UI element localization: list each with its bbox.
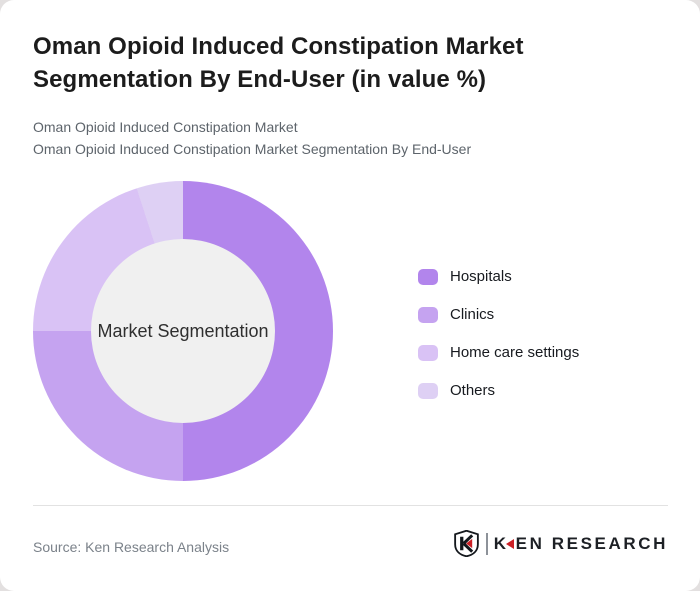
donut-center: Market Segmentation [91,239,275,423]
legend-swatch-hospitals [418,268,438,285]
legend-item-clinics: Clinics [418,306,579,323]
logo-separator [485,532,488,555]
legend-label-hospitals: Hospitals [450,268,512,285]
subtitle-line-1: Oman Opioid Induced Constipation Market [33,119,298,135]
chart-subtitle: Oman Opioid Induced Constipation Market … [33,116,471,160]
legend-label-home-care-settings: Home care settings [450,344,580,361]
logo-wordmark-rest: EN RESEARCH [515,533,668,553]
subtitle-line-2: Oman Opioid Induced Constipation Market … [33,141,472,157]
ken-research-logo: K EN RESEARCH [453,530,668,557]
legend-swatch-clinics [418,306,438,323]
legend-item-home-care-settings: Home care settings [418,344,579,361]
page-title: Oman Opioid Induced Constipation Market … [33,33,524,93]
legend-label-clinics: Clinics [450,306,495,323]
ken-research-shield-icon [453,530,479,557]
legend-item-hospitals: Hospitals [418,268,579,285]
legend: Hospitals Clinics Home care settings Oth… [418,268,579,420]
legend-item-others: Others [418,382,579,399]
source-text: Source: Ken Research Analysis [33,539,230,555]
logo-wordmark-k: K [493,533,509,553]
legend-label-others: Others [450,382,496,399]
logo-wordmark: K EN RESEARCH [494,534,668,554]
donut-chart: Market Segmentation [33,181,333,481]
legend-swatch-others [418,382,438,399]
logo-red-triangle-icon [505,539,514,549]
donut-center-label: Market Segmentation [97,320,269,341]
legend-swatch-home-care-settings [418,344,438,361]
footer-divider [33,505,668,506]
